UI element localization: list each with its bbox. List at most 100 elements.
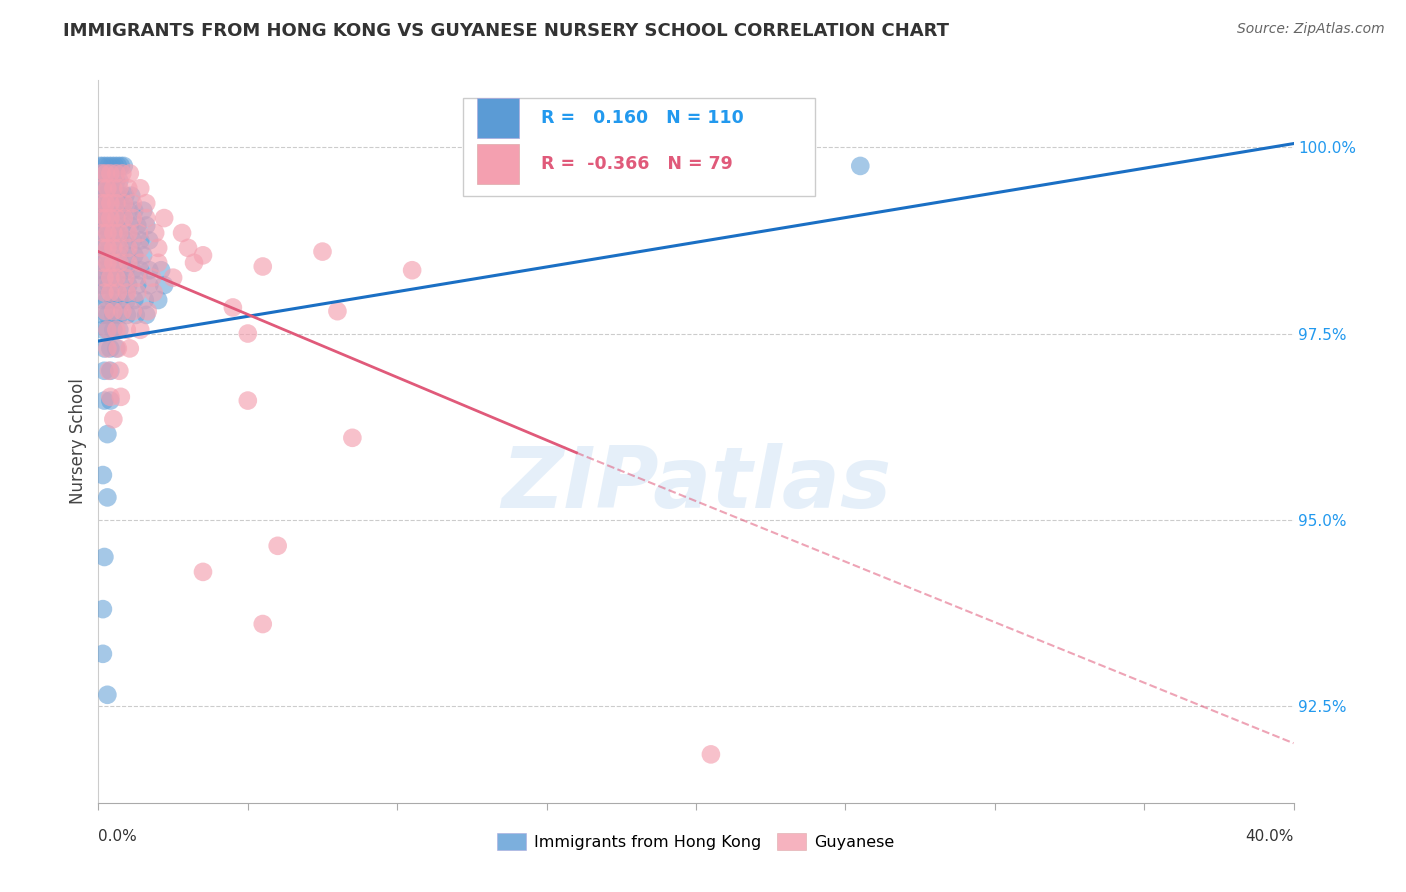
Point xyxy=(93,174,115,188)
Point xyxy=(91,241,114,255)
Point xyxy=(108,226,131,240)
Point xyxy=(177,241,200,255)
Point xyxy=(89,219,111,233)
Point xyxy=(236,326,259,341)
Point xyxy=(236,393,259,408)
Point xyxy=(108,308,131,322)
Point xyxy=(191,565,214,579)
Point xyxy=(101,219,124,233)
Point xyxy=(105,270,128,285)
Point xyxy=(94,159,117,173)
Point xyxy=(138,278,160,293)
Point xyxy=(172,226,194,240)
Point xyxy=(91,219,114,233)
Point xyxy=(98,390,122,404)
Point xyxy=(93,270,115,285)
Point xyxy=(101,159,124,173)
Point xyxy=(108,181,131,195)
Point xyxy=(91,256,114,270)
Point xyxy=(103,263,125,277)
Text: R =  -0.366   N = 79: R = -0.366 N = 79 xyxy=(541,154,733,173)
Point xyxy=(135,219,157,233)
FancyBboxPatch shape xyxy=(477,144,519,184)
Point xyxy=(90,263,112,277)
Point xyxy=(111,219,134,233)
Point xyxy=(97,203,120,218)
Point xyxy=(110,390,132,404)
Point xyxy=(118,342,141,356)
Point xyxy=(191,248,214,262)
Point xyxy=(700,747,723,762)
Point xyxy=(90,248,112,262)
Point xyxy=(93,285,115,300)
Point xyxy=(401,263,423,277)
Point xyxy=(135,211,157,225)
Point xyxy=(107,188,129,202)
Point xyxy=(93,278,115,293)
Point xyxy=(94,188,117,202)
Point xyxy=(105,342,128,356)
Point xyxy=(121,196,143,211)
Point xyxy=(311,244,333,259)
Point xyxy=(112,196,135,211)
Point xyxy=(115,323,138,337)
Point xyxy=(96,323,118,337)
Text: R =   0.160   N = 110: R = 0.160 N = 110 xyxy=(541,109,744,128)
Point xyxy=(252,260,274,274)
Point xyxy=(148,241,170,255)
Point xyxy=(98,211,122,225)
Point xyxy=(105,166,128,180)
Point xyxy=(98,270,122,285)
Point xyxy=(103,248,125,262)
Point xyxy=(103,203,125,218)
Point xyxy=(90,278,112,293)
Point xyxy=(93,549,115,564)
Point xyxy=(138,234,160,248)
Point xyxy=(108,174,131,188)
Point xyxy=(103,174,125,188)
Point xyxy=(104,278,127,293)
Point xyxy=(153,278,176,293)
Point xyxy=(117,256,139,270)
Point xyxy=(107,342,129,356)
Point xyxy=(150,263,173,277)
Point xyxy=(105,211,128,225)
Point xyxy=(94,203,117,218)
Point xyxy=(148,293,170,307)
Point xyxy=(115,285,138,300)
Point xyxy=(96,323,118,337)
Point xyxy=(90,196,112,211)
Point xyxy=(108,293,131,307)
Text: 40.0%: 40.0% xyxy=(1246,829,1294,844)
Point xyxy=(91,188,114,202)
Point xyxy=(93,364,115,378)
Text: ZIPatlas: ZIPatlas xyxy=(501,443,891,526)
Point xyxy=(90,234,112,248)
Point xyxy=(252,617,274,632)
Point xyxy=(91,308,114,322)
Point xyxy=(112,159,135,173)
Point xyxy=(114,188,136,202)
Point xyxy=(108,323,131,337)
Point xyxy=(103,304,125,318)
Point xyxy=(91,647,114,661)
Point xyxy=(117,203,139,218)
Point xyxy=(115,293,138,307)
Point xyxy=(129,181,152,195)
Point xyxy=(91,323,114,337)
Point xyxy=(129,263,152,277)
Point xyxy=(115,308,138,322)
Point xyxy=(342,431,364,445)
Point xyxy=(138,263,160,277)
Point xyxy=(129,256,152,270)
Point xyxy=(105,174,128,188)
Point xyxy=(97,364,120,378)
Point xyxy=(108,256,131,270)
Point xyxy=(111,166,134,180)
Point xyxy=(94,304,117,318)
Point xyxy=(94,166,117,180)
Point xyxy=(118,219,141,233)
Point xyxy=(96,226,118,240)
Point xyxy=(96,241,118,255)
Point xyxy=(108,234,131,248)
